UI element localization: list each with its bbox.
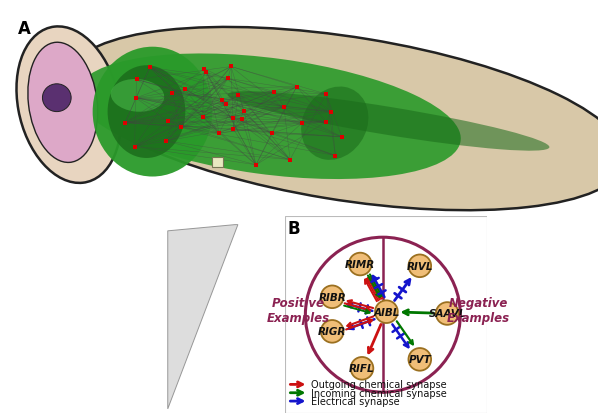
Circle shape — [351, 357, 373, 380]
Point — [321, 119, 331, 126]
Circle shape — [409, 348, 431, 371]
Point — [130, 144, 140, 150]
Circle shape — [306, 237, 461, 392]
Point — [132, 77, 142, 83]
Text: RIBR: RIBR — [318, 292, 346, 302]
Point — [223, 76, 233, 83]
Text: Negative
Examples: Negative Examples — [447, 296, 510, 324]
Text: Incoming chemical synapse: Incoming chemical synapse — [311, 388, 447, 398]
Point — [201, 70, 211, 76]
Ellipse shape — [28, 43, 98, 163]
Text: RIFL: RIFL — [349, 363, 375, 373]
Point — [198, 114, 207, 121]
Text: PVT: PVT — [409, 354, 431, 365]
Text: RIMR: RIMR — [345, 259, 375, 269]
Text: RIVL: RIVL — [406, 261, 433, 271]
Point — [199, 66, 209, 73]
Point — [321, 91, 331, 98]
Point — [239, 109, 249, 116]
Point — [292, 84, 301, 90]
Text: AIBL: AIBL — [373, 307, 400, 317]
Point — [337, 134, 346, 141]
Circle shape — [321, 320, 343, 343]
FancyBboxPatch shape — [284, 217, 487, 413]
Point — [267, 131, 276, 138]
Ellipse shape — [93, 47, 212, 177]
Ellipse shape — [16, 27, 121, 183]
Point — [221, 102, 231, 109]
Polygon shape — [168, 225, 238, 409]
Circle shape — [349, 253, 371, 276]
Circle shape — [375, 301, 398, 323]
Point — [229, 126, 239, 133]
Text: Electrical synapse: Electrical synapse — [311, 396, 400, 406]
Point — [217, 97, 227, 104]
Ellipse shape — [228, 92, 550, 151]
Point — [214, 130, 224, 137]
Point — [163, 119, 173, 126]
Point — [234, 93, 243, 100]
FancyBboxPatch shape — [212, 158, 223, 168]
Circle shape — [409, 255, 431, 278]
Point — [279, 104, 289, 111]
Point — [297, 120, 307, 127]
Text: Positive
Examples: Positive Examples — [267, 296, 330, 324]
Text: RIGR: RIGR — [318, 327, 346, 337]
Text: Outgoing chemical synapse: Outgoing chemical synapse — [311, 380, 447, 389]
Point — [237, 116, 247, 123]
Point — [131, 95, 141, 102]
Point — [176, 125, 185, 131]
Point — [326, 109, 336, 116]
Point — [226, 64, 236, 71]
Ellipse shape — [107, 66, 185, 159]
Text: A: A — [18, 20, 31, 38]
Text: SAAVL: SAAVL — [428, 309, 466, 319]
Point — [251, 162, 261, 169]
Point — [120, 120, 130, 127]
Ellipse shape — [68, 28, 610, 211]
Ellipse shape — [111, 80, 164, 112]
Ellipse shape — [43, 85, 71, 112]
Point — [331, 153, 340, 159]
Circle shape — [321, 286, 343, 309]
Point — [180, 87, 190, 93]
Text: B: B — [287, 220, 300, 238]
Point — [145, 65, 155, 71]
Point — [285, 157, 295, 164]
Point — [161, 138, 171, 145]
Circle shape — [436, 302, 459, 325]
Point — [269, 89, 279, 96]
Point — [167, 90, 177, 97]
Ellipse shape — [301, 87, 368, 161]
Ellipse shape — [77, 55, 461, 180]
Point — [228, 116, 238, 122]
